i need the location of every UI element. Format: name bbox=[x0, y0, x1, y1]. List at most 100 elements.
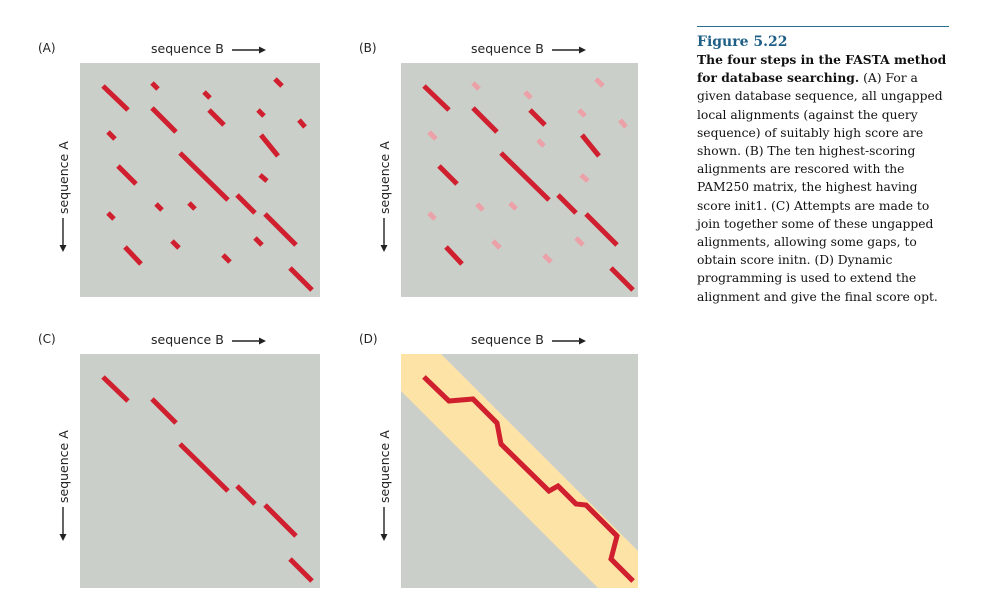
panel-a-x-axis-label: sequence B bbox=[151, 41, 266, 56]
panel-c-y-axis-label: sequence A bbox=[55, 341, 71, 541]
faded-alignment-segment bbox=[508, 201, 518, 211]
panel-d-y-axis-label: sequence A bbox=[376, 341, 392, 541]
faded-alignment-segment bbox=[574, 236, 585, 247]
panel-c-x-label-text: sequence B bbox=[151, 332, 224, 347]
panel-b-y-label-text: sequence A bbox=[376, 141, 392, 214]
panel-c-x-axis-label: sequence B bbox=[151, 332, 266, 347]
alignment-segment bbox=[187, 201, 197, 211]
alignment-segment bbox=[150, 81, 160, 91]
alignment-segment bbox=[556, 193, 578, 215]
alignment-segment bbox=[288, 266, 314, 292]
right-arrow-icon bbox=[231, 46, 266, 53]
panel-d-label: (D) bbox=[359, 332, 378, 346]
alignment-segment bbox=[221, 253, 232, 264]
alignment-segment bbox=[253, 236, 264, 247]
left-arrow-icon bbox=[59, 218, 67, 252]
panel-a-x-label-text: sequence B bbox=[151, 41, 224, 56]
panel-b-plot bbox=[401, 63, 638, 297]
caption-body: The four steps in the FASTA method for d… bbox=[697, 51, 949, 306]
panel-a-label: (A) bbox=[38, 41, 56, 55]
panel-c-label: (C) bbox=[38, 332, 56, 346]
alignment-segment bbox=[556, 484, 578, 506]
alignment-segment bbox=[170, 239, 181, 250]
faded-alignment-segment bbox=[523, 90, 533, 100]
alignment-segment bbox=[528, 108, 547, 127]
alignment-segment bbox=[273, 77, 284, 88]
alignment-segment bbox=[259, 133, 280, 158]
faded-alignment-segment bbox=[427, 211, 437, 221]
faded-alignment-segment bbox=[471, 81, 481, 91]
alignment-segment bbox=[116, 164, 138, 186]
alignment-segment bbox=[123, 245, 143, 266]
panel-a-y-label-text: sequence A bbox=[55, 141, 71, 214]
faded-alignment-segment bbox=[594, 77, 605, 88]
alignment-segment bbox=[499, 442, 551, 493]
alignment-segment bbox=[258, 173, 269, 183]
panel-b-label: (B) bbox=[359, 41, 377, 55]
right-arrow-icon bbox=[231, 337, 266, 344]
alignment-segment bbox=[235, 484, 257, 506]
faded-alignment-segment bbox=[427, 130, 438, 141]
panel-d-y-label-text: sequence A bbox=[376, 430, 392, 503]
faded-alignment-segment bbox=[475, 202, 485, 212]
right-arrow-icon bbox=[551, 337, 586, 344]
alignment-segment bbox=[471, 397, 499, 425]
alignment-segment bbox=[499, 151, 551, 202]
alignment-segment bbox=[422, 84, 451, 112]
faded-alignment-segment bbox=[579, 173, 590, 183]
left-arrow-icon bbox=[380, 218, 388, 252]
panel-d-x-label-text: sequence B bbox=[471, 332, 544, 347]
alignment-segment bbox=[101, 84, 130, 112]
alignment-segment bbox=[444, 245, 464, 266]
alignment-segment bbox=[584, 503, 619, 538]
panel-d-plot bbox=[401, 354, 638, 588]
faded-alignment-segment bbox=[618, 118, 628, 129]
alignment-segment bbox=[207, 108, 226, 127]
figure-label: Figure 5.22 bbox=[697, 34, 788, 50]
alignment-segment bbox=[256, 108, 266, 118]
panel-c-plot bbox=[80, 354, 320, 588]
alignment-segment bbox=[178, 151, 230, 202]
alignment-segment bbox=[101, 375, 130, 403]
left-arrow-icon bbox=[380, 507, 388, 541]
alignment-segment bbox=[580, 133, 601, 158]
alignment-segment bbox=[609, 266, 635, 292]
alignment-segment bbox=[150, 397, 178, 425]
faded-alignment-segment bbox=[577, 108, 587, 118]
caption-rule bbox=[697, 26, 949, 27]
panel-a-plot bbox=[80, 63, 320, 297]
caption-title: The four steps in the FASTA method for d… bbox=[697, 52, 947, 86]
left-arrow-icon bbox=[59, 507, 67, 541]
faded-alignment-segment bbox=[536, 138, 546, 148]
right-arrow-icon bbox=[551, 46, 586, 53]
alignment-segment bbox=[150, 106, 178, 134]
alignment-segment bbox=[178, 442, 230, 493]
alignment-segment bbox=[437, 164, 459, 186]
panel-b-x-axis-label: sequence B bbox=[471, 41, 586, 56]
panel-b-y-axis-label: sequence A bbox=[376, 52, 392, 252]
alignment-segment bbox=[235, 193, 257, 215]
alignment-segment bbox=[154, 202, 164, 212]
alignment-gap-link bbox=[448, 398, 474, 402]
faded-alignment-segment bbox=[491, 239, 502, 250]
panel-c-y-label-text: sequence A bbox=[55, 430, 71, 503]
alignment-segment bbox=[471, 106, 499, 134]
alignment-segment bbox=[263, 503, 298, 538]
alignment-segment bbox=[297, 118, 307, 129]
alignment-segment bbox=[263, 212, 298, 247]
alignment-segment bbox=[422, 375, 451, 403]
alignment-segment bbox=[584, 212, 619, 247]
alignment-segment bbox=[202, 90, 212, 100]
alignment-gap-link bbox=[548, 485, 559, 492]
alignment-segment bbox=[288, 557, 314, 583]
alignment-segment bbox=[106, 130, 117, 141]
alignment-gap-link bbox=[575, 503, 587, 506]
faded-alignment-segment bbox=[542, 253, 553, 264]
alignment-gap-link bbox=[496, 422, 502, 445]
alignment-gap-link bbox=[610, 535, 618, 560]
panel-a-y-axis-label: sequence A bbox=[55, 52, 71, 252]
search-band bbox=[401, 354, 638, 588]
caption-text: (A) For a given database sequence, all u… bbox=[697, 71, 943, 304]
figure-caption: Figure 5.22 The four steps in the FASTA … bbox=[697, 26, 949, 306]
alignment-segment bbox=[106, 211, 116, 221]
